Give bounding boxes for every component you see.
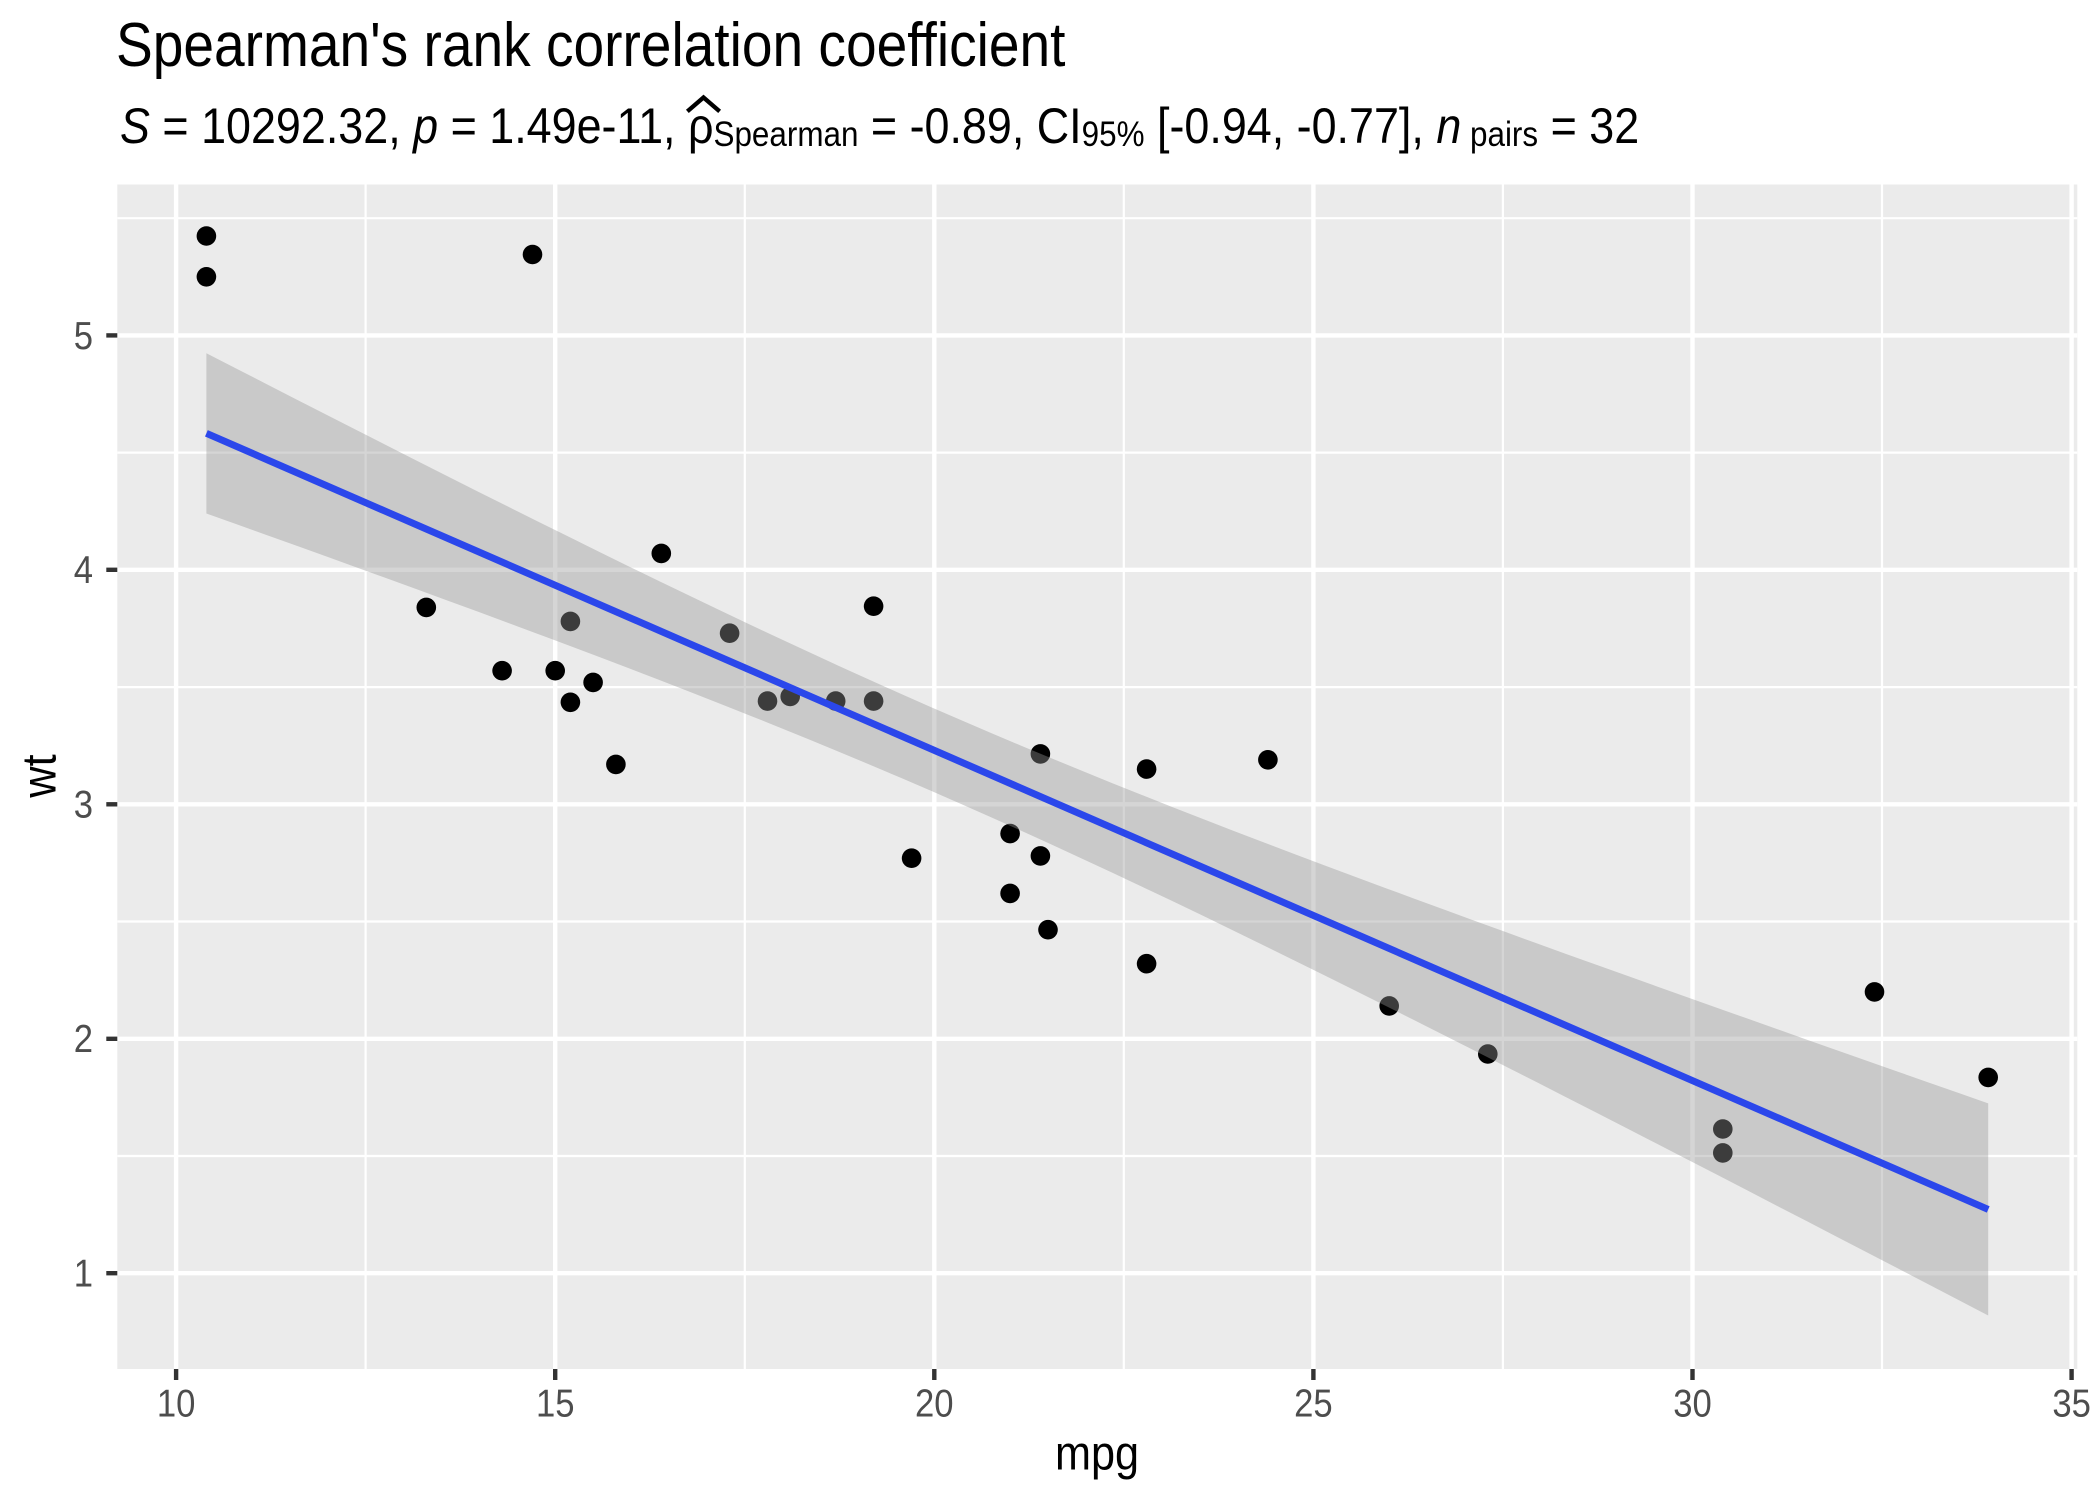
svg-text:3: 3 bbox=[74, 783, 93, 826]
svg-text:mpg: mpg bbox=[1055, 1426, 1139, 1480]
svg-text:wt: wt bbox=[12, 754, 66, 798]
svg-text:5: 5 bbox=[74, 314, 93, 357]
svg-text:20: 20 bbox=[915, 1382, 954, 1425]
svg-text:10: 10 bbox=[157, 1382, 196, 1425]
svg-text:4: 4 bbox=[74, 549, 93, 592]
svg-text:2: 2 bbox=[74, 1018, 93, 1061]
svg-text:1: 1 bbox=[74, 1252, 93, 1295]
svg-text:35: 35 bbox=[2052, 1382, 2091, 1425]
svg-text:30: 30 bbox=[1673, 1382, 1712, 1425]
svg-text:15: 15 bbox=[536, 1382, 575, 1425]
svg-text:25: 25 bbox=[1294, 1382, 1333, 1425]
